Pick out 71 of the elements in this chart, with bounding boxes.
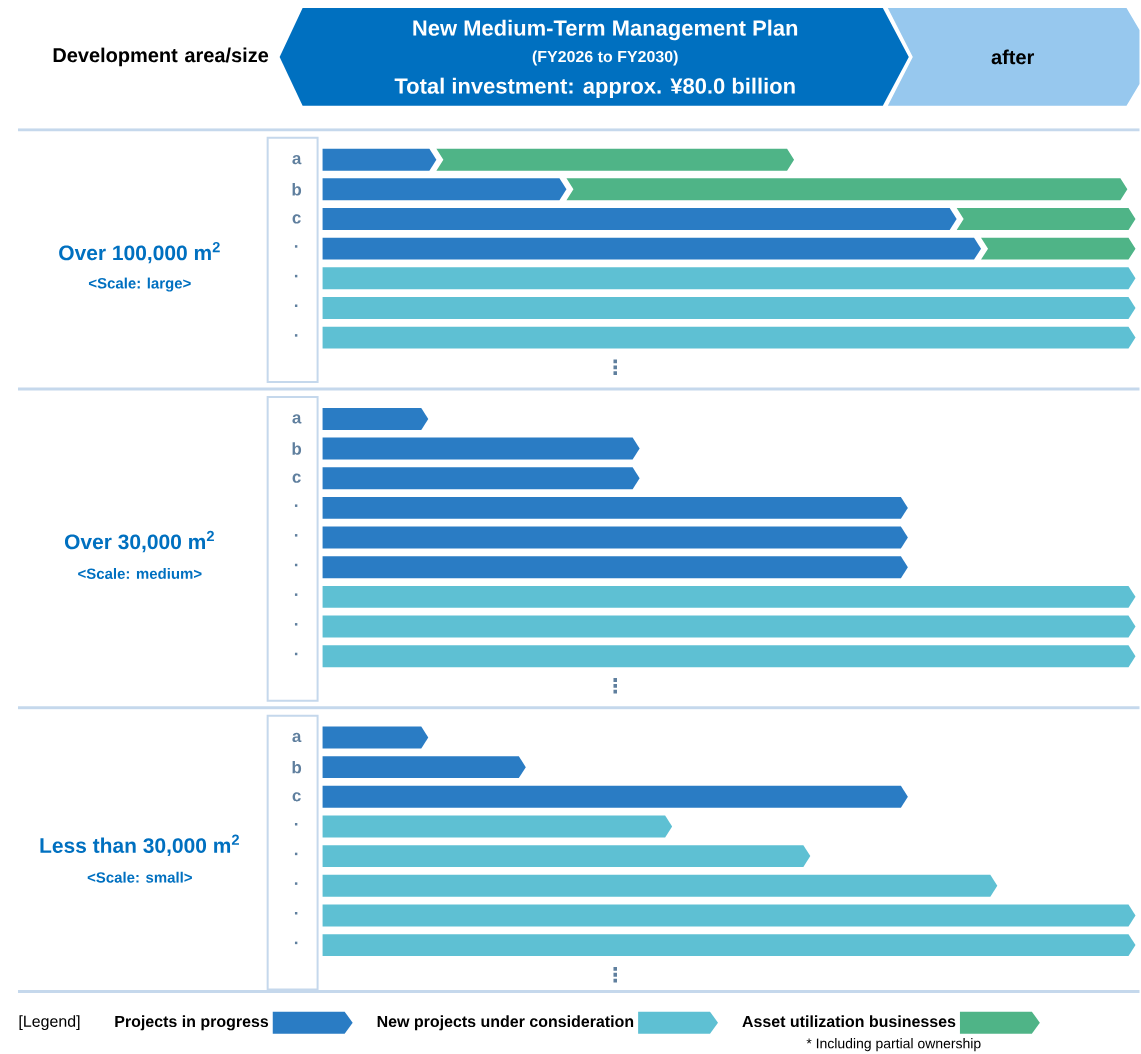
bar xyxy=(322,934,1136,957)
y-axis-title: Less than 30,000 m$^{2}$ xyxy=(40,834,239,857)
bar xyxy=(322,267,1136,290)
y-tick-label: · xyxy=(294,623,298,626)
text: <Scale: medium> xyxy=(78,568,202,580)
text: Development area/size xyxy=(53,47,269,67)
y-tick-label: c xyxy=(292,473,301,484)
y-axis-title: Over 100,000 m$^{2}$ xyxy=(59,242,220,264)
bar xyxy=(322,208,957,231)
legend-label: New projects under consideration xyxy=(377,1015,634,1031)
text: after xyxy=(991,49,1035,65)
bar xyxy=(322,645,1136,668)
text: Total investment: approx. ¥80.0 billion xyxy=(394,77,795,99)
bar xyxy=(322,615,1136,638)
bar xyxy=(322,326,1136,349)
bar xyxy=(322,297,1136,320)
y-tick-label: · xyxy=(294,245,298,248)
y-tick-label: b xyxy=(292,761,302,774)
bar xyxy=(322,467,640,490)
y-tick-label: · xyxy=(294,882,298,886)
bar xyxy=(322,786,908,808)
y-tick-label: · xyxy=(294,534,298,537)
text: <Scale: large> xyxy=(88,277,191,292)
bar xyxy=(322,148,437,171)
y-tick-label: · xyxy=(294,504,298,508)
y-tick-label: · xyxy=(294,652,298,656)
chart-subtitle: (FY2026 to FY2030) xyxy=(532,50,678,66)
bar xyxy=(322,178,567,201)
y-tick-label: · xyxy=(294,941,298,945)
bar xyxy=(981,237,1136,260)
bar xyxy=(322,726,429,749)
bar xyxy=(322,437,640,460)
y-tick-label: · xyxy=(294,593,298,597)
bar xyxy=(322,586,1136,609)
text: <Scale: small> xyxy=(87,871,192,883)
bar xyxy=(436,148,795,171)
y-tick-label: · xyxy=(294,334,298,337)
legend-label: Asset utilization businesses xyxy=(742,1015,956,1028)
bar xyxy=(322,815,673,838)
y-tick-label: · xyxy=(294,823,298,826)
bar xyxy=(322,408,429,431)
bar xyxy=(322,556,908,579)
bar xyxy=(322,904,1136,927)
y-tick-label: · xyxy=(294,912,298,915)
bar xyxy=(322,875,998,897)
bar xyxy=(322,756,526,779)
y-axis-title: Over 30,000 m$^{2}$ xyxy=(64,531,214,553)
bar xyxy=(566,178,1128,201)
bar xyxy=(956,208,1136,231)
y-tick-label: c xyxy=(292,792,301,802)
y-tick-label: c xyxy=(292,214,301,224)
y-tick-label: a xyxy=(292,733,302,743)
legend-title: [Legend] xyxy=(19,1015,80,1031)
y-tick-label: · xyxy=(294,275,298,278)
y-tick-label: a xyxy=(292,155,302,165)
text: * Including partial ownership xyxy=(806,1038,981,1052)
y-tick-label: · xyxy=(294,563,298,567)
text: ⋮ xyxy=(613,359,617,376)
bar xyxy=(322,845,811,868)
text: ⋮ xyxy=(613,678,617,694)
y-tick-label: b xyxy=(292,183,302,196)
y-tick-label: · xyxy=(294,304,298,308)
y-tick-label: b xyxy=(292,442,302,455)
bar xyxy=(322,526,908,549)
text: ⋮ xyxy=(613,967,617,983)
y-tick-label: · xyxy=(294,852,298,856)
chart-title: New Medium-Term Management Plan xyxy=(413,19,798,41)
legend-label: Projects in progress xyxy=(115,1015,269,1031)
bar xyxy=(322,497,908,520)
bar xyxy=(322,237,982,260)
y-tick-label: a xyxy=(292,414,302,424)
